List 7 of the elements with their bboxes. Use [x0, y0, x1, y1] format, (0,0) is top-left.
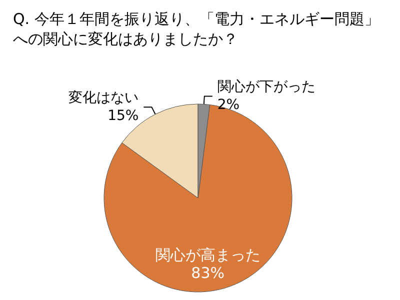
data-label: 2%	[217, 97, 240, 114]
data-label: 15%	[108, 108, 139, 124]
slice-label: 関心が高まった	[155, 246, 260, 264]
slice-label: 関心が下がった	[217, 79, 316, 96]
chart-title: Q. 今年１年間を振り返り、「電力・エネルギー問題」への関心に変化はありましたか？	[13, 10, 380, 48]
data-label: 83%	[191, 264, 225, 282]
slice-label: 変化はない	[68, 90, 139, 106]
